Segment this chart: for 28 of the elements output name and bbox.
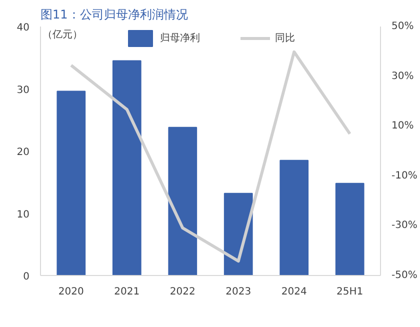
- bar: [224, 192, 253, 276]
- x-tick-label: 2021: [114, 286, 140, 298]
- x-tick-label: 2020: [58, 286, 84, 298]
- y-axis-title: （亿元）: [42, 30, 82, 40]
- y2-tick-label: 10%: [392, 120, 414, 132]
- y-tick-label: 40: [16, 22, 30, 34]
- y2-tick-label: 50%: [392, 21, 414, 32]
- y2-tick-label: -30%: [392, 220, 418, 232]
- y-tick-label: 0: [23, 272, 30, 282]
- legend-label: 同比: [275, 32, 295, 45]
- legend-label: 归母净利: [160, 32, 200, 45]
- y-tick-label: 20: [16, 147, 30, 158]
- bar: [280, 160, 309, 276]
- y-tick-label: 30: [16, 84, 30, 96]
- chart-title: 图11：公司归母净利润情况: [40, 8, 188, 22]
- y2-tick-label: 30%: [392, 70, 414, 82]
- x-tick-label: 25H1: [336, 286, 364, 298]
- bar: [56, 90, 86, 276]
- line-series: [70, 50, 352, 263]
- y-tick-label: 10: [16, 209, 30, 220]
- bar: [335, 182, 364, 276]
- x-tick-label: 2024: [281, 286, 307, 298]
- y2-tick-label: -50%: [392, 270, 418, 281]
- x-tick-label: 2022: [170, 286, 196, 298]
- x-tick-label: 2023: [226, 286, 252, 298]
- y2-tick-label: -10%: [392, 170, 418, 182]
- bar: [168, 126, 198, 276]
- bar: [112, 60, 142, 276]
